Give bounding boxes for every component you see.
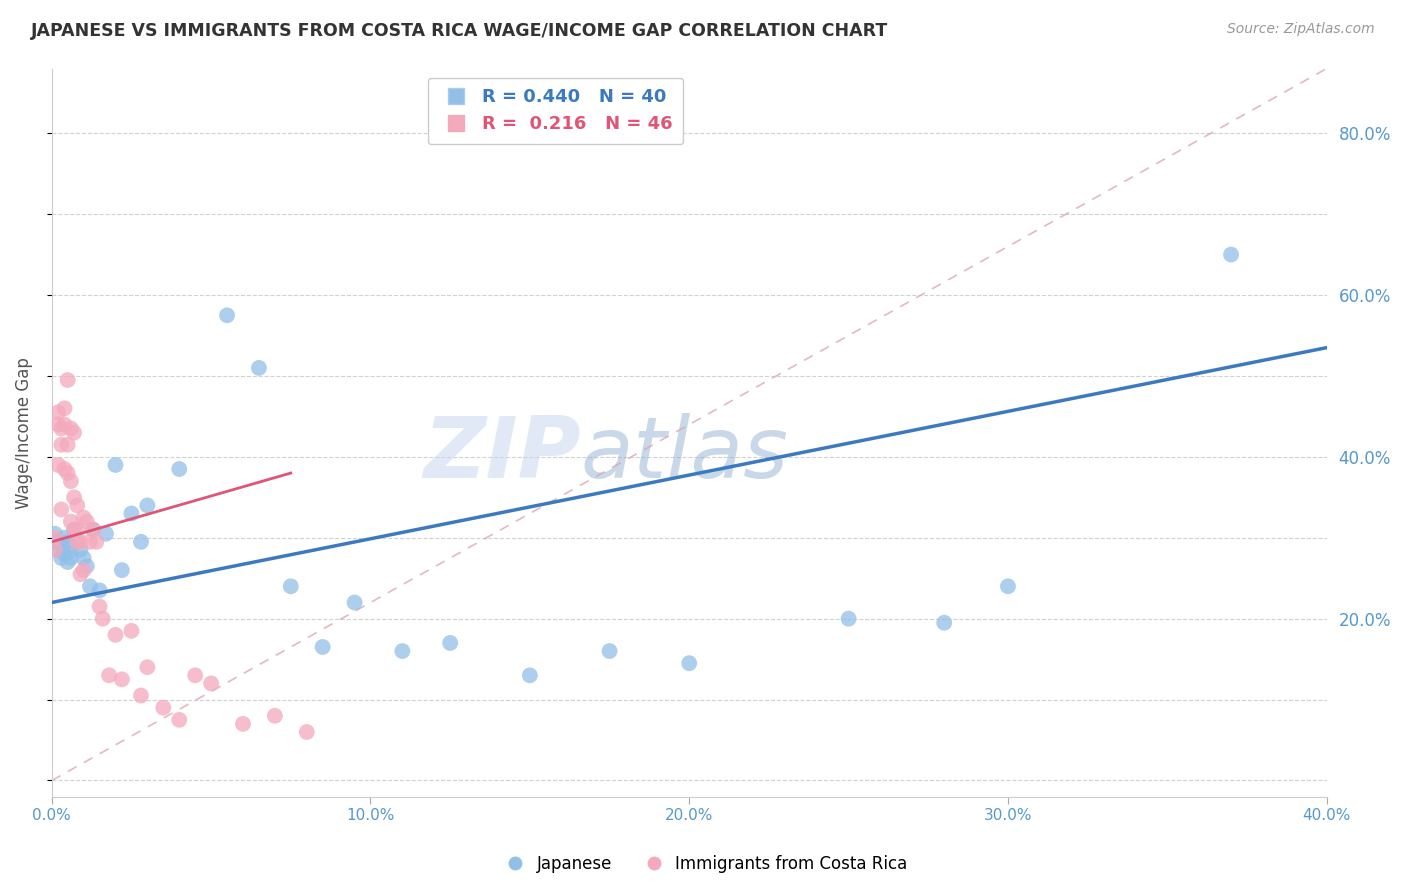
Point xyxy=(167,462,190,476)
Point xyxy=(79,534,101,549)
Point xyxy=(104,458,127,472)
Point xyxy=(63,523,86,537)
Point xyxy=(86,534,108,549)
Point xyxy=(56,466,79,480)
Point xyxy=(311,640,333,654)
Point xyxy=(136,660,159,674)
Point xyxy=(439,636,461,650)
Point xyxy=(136,499,159,513)
Point xyxy=(120,507,142,521)
Point xyxy=(997,579,1019,593)
Point xyxy=(280,579,302,593)
Point xyxy=(44,531,66,545)
Point xyxy=(232,717,254,731)
Point xyxy=(200,676,222,690)
Point xyxy=(1220,247,1243,261)
Point xyxy=(59,421,82,435)
Point xyxy=(519,668,541,682)
Point xyxy=(215,308,238,322)
Legend: R = 0.440   N = 40, R =  0.216   N = 46: R = 0.440 N = 40, R = 0.216 N = 46 xyxy=(427,78,683,145)
Point xyxy=(82,523,104,537)
Point xyxy=(98,668,121,682)
Point xyxy=(838,612,860,626)
Point xyxy=(247,360,270,375)
Legend: Japanese, Immigrants from Costa Rica: Japanese, Immigrants from Costa Rica xyxy=(492,848,914,880)
Point xyxy=(678,656,700,670)
Point xyxy=(263,708,285,723)
Point xyxy=(44,542,66,557)
Point xyxy=(56,438,79,452)
Text: ZIP: ZIP xyxy=(423,413,581,496)
Point xyxy=(69,534,91,549)
Point xyxy=(111,673,134,687)
Point xyxy=(184,668,207,682)
Point xyxy=(63,491,86,505)
Point xyxy=(63,523,86,537)
Point xyxy=(343,595,366,609)
Point xyxy=(66,534,89,549)
Text: Source: ZipAtlas.com: Source: ZipAtlas.com xyxy=(1227,22,1375,37)
Point xyxy=(51,551,73,566)
Point xyxy=(66,523,89,537)
Point xyxy=(59,515,82,529)
Point xyxy=(391,644,413,658)
Point xyxy=(79,579,101,593)
Point xyxy=(599,644,621,658)
Point xyxy=(152,700,174,714)
Point xyxy=(72,510,94,524)
Point xyxy=(44,526,66,541)
Point xyxy=(51,539,73,553)
Point xyxy=(56,373,79,387)
Point xyxy=(111,563,134,577)
Point xyxy=(76,559,98,574)
Point xyxy=(51,421,73,435)
Point xyxy=(46,542,69,557)
Point xyxy=(91,612,114,626)
Point xyxy=(59,474,82,488)
Point xyxy=(53,417,76,432)
Point xyxy=(46,534,69,549)
Point xyxy=(53,401,76,416)
Point xyxy=(295,725,318,739)
Point xyxy=(104,628,127,642)
Point xyxy=(72,551,94,566)
Point xyxy=(934,615,956,630)
Point xyxy=(53,547,76,561)
Point xyxy=(66,499,89,513)
Point xyxy=(53,531,76,545)
Point xyxy=(53,462,76,476)
Point xyxy=(66,534,89,549)
Point xyxy=(63,425,86,440)
Point xyxy=(51,502,73,516)
Point xyxy=(46,458,69,472)
Text: JAPANESE VS IMMIGRANTS FROM COSTA RICA WAGE/INCOME GAP CORRELATION CHART: JAPANESE VS IMMIGRANTS FROM COSTA RICA W… xyxy=(31,22,889,40)
Point xyxy=(69,567,91,582)
Point xyxy=(69,542,91,557)
Point xyxy=(59,542,82,557)
Point xyxy=(46,417,69,432)
Point xyxy=(46,405,69,419)
Point xyxy=(51,438,73,452)
Point xyxy=(167,713,190,727)
Point xyxy=(76,515,98,529)
Point xyxy=(56,555,79,569)
Text: atlas: atlas xyxy=(581,413,789,496)
Point xyxy=(94,526,117,541)
Point xyxy=(89,599,111,614)
Point xyxy=(129,534,152,549)
Point xyxy=(129,689,152,703)
Point xyxy=(59,551,82,566)
Point xyxy=(120,624,142,638)
Point xyxy=(82,523,104,537)
Y-axis label: Wage/Income Gap: Wage/Income Gap xyxy=(15,357,32,508)
Point xyxy=(89,583,111,598)
Point xyxy=(56,534,79,549)
Point xyxy=(72,563,94,577)
